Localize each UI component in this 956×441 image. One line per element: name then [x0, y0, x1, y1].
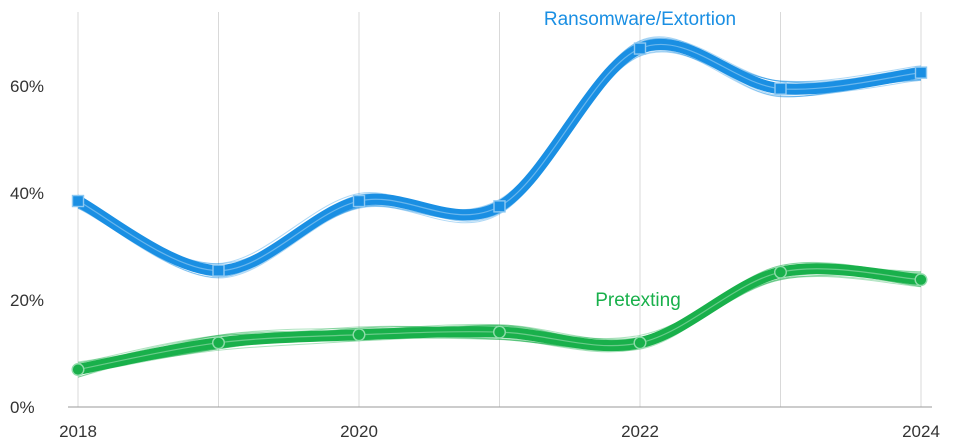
data-point-pretexting: [71, 363, 85, 377]
data-point-pretexting: [633, 336, 647, 350]
data-point-ransomware-extortion: [774, 82, 787, 95]
x-tick-label: 2024: [902, 422, 940, 441]
data-point-pretexting: [211, 336, 225, 350]
y-tick-label: 40%: [10, 184, 44, 203]
data-point-ransomware-extortion: [71, 194, 85, 208]
data-point-ransomware-extortion: [633, 42, 647, 55]
data-point-ransomware-extortion: [493, 200, 506, 213]
x-tick-label: 2018: [59, 422, 97, 441]
y-tick-label: 0%: [10, 398, 35, 417]
data-point-pretexting: [493, 325, 507, 339]
data-point-pretexting: [352, 328, 366, 342]
y-tick-label: 60%: [10, 77, 44, 96]
series-label-pretexting: Pretexting: [595, 290, 681, 311]
axis-layer: 0% 20% 40% 60% 2018 2020 2022 2024: [10, 77, 940, 441]
series-label-ransomware-extortion: Ransomware/Extortion: [544, 9, 736, 30]
data-point-ransomware-extortion: [914, 66, 928, 79]
data-point-pretexting: [774, 265, 788, 279]
marker-layer: [71, 42, 928, 377]
x-tick-label: 2020: [340, 422, 378, 441]
label-layer: Ransomware/Extortion Pretexting: [544, 9, 736, 311]
y-tick-label: 20%: [10, 291, 44, 310]
x-tick-label: 2022: [621, 422, 659, 441]
data-point-pretexting: [914, 273, 928, 287]
data-point-ransomware-extortion: [212, 264, 225, 277]
data-point-ransomware-extortion: [352, 194, 366, 208]
